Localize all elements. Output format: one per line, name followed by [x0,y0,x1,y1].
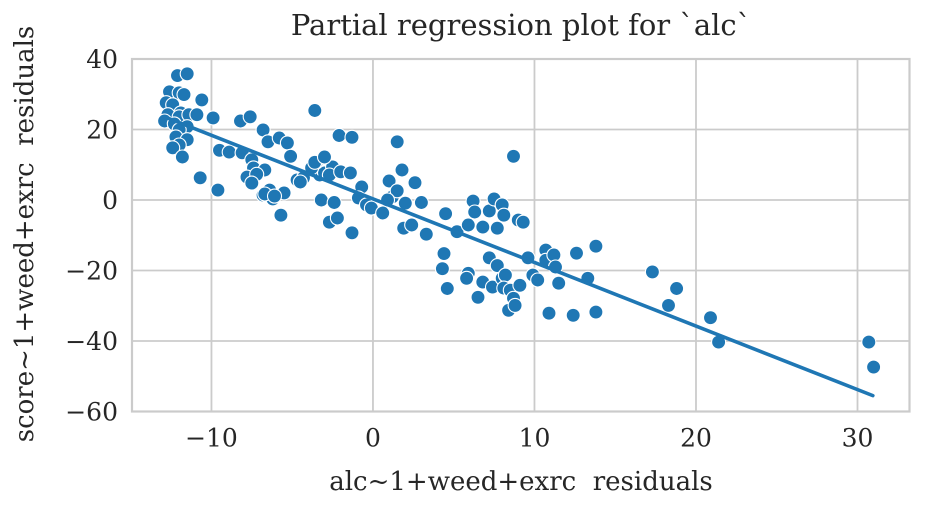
scatter-point [375,205,391,221]
x-axis-label: alc~1+weed+exrc residuals [329,467,713,497]
scatter-point [316,149,333,165]
scatter-point [551,275,567,291]
y-tick-label: 40 [86,45,118,74]
scatter-point [497,267,513,283]
scatter-point [861,334,877,350]
y-tick-label: −20 [65,257,118,286]
scatter-point [496,207,512,223]
scatter-point [505,148,522,164]
scatter-point [475,219,491,235]
scatter-point [470,289,486,305]
scatter-point [307,102,323,119]
scatter-point [588,238,604,254]
scatter-point [389,134,405,150]
scatter-point [568,245,585,261]
scatter-point [283,148,299,164]
scatter-point [565,307,581,323]
scatter-point [329,210,345,226]
scatter-point [194,92,210,108]
scatter-point [179,66,195,82]
scatter-point [292,174,308,190]
x-tick-label: 10 [519,424,551,453]
scatter-point [189,107,205,123]
scatter-point [515,214,531,230]
scatter-point [460,217,476,233]
scatter-point [176,87,192,103]
y-tick-label: 20 [86,116,118,145]
scatter-point [541,305,557,321]
scatter-point [644,264,660,280]
scatter-point [489,220,505,236]
x-tick-label: −10 [185,424,238,453]
x-tick-label: 20 [680,424,712,453]
scatter-point [342,165,358,181]
scatter-point [530,272,546,288]
scatter-point [313,192,329,208]
scatter-point [407,175,423,191]
scatter-point [344,225,360,241]
scatter-point [279,135,295,151]
scatter-point [244,175,260,191]
scatter-point [438,206,454,222]
scatter-point [436,246,452,262]
scatter-point [394,162,410,178]
scatter-point [205,110,221,126]
scatter-point [344,129,360,145]
scatter-point [192,170,208,186]
scatter-point [467,204,483,220]
x-tick-label: 0 [365,424,381,453]
scatter-point [669,280,685,297]
scatter-point [413,194,429,211]
scatter-point [866,359,882,375]
x-tick-label: 30 [842,424,874,453]
scatter-point [381,173,397,189]
scatter-point [459,270,475,286]
scatter-point [404,217,420,233]
scatter-point [434,261,450,277]
y-tick-label: −40 [65,327,118,356]
scatter-point [389,183,405,199]
scatter-point [588,304,604,320]
scatter-point [702,310,719,326]
scatter-point [507,297,523,313]
scatter-point [266,188,283,204]
scatter-point [174,149,190,165]
scatter-point [331,127,347,144]
scatter-point [210,182,226,198]
y-tick-label: 0 [102,186,118,215]
scatter-point [418,226,434,242]
scatter-point [242,109,258,125]
scatter-point [439,280,455,297]
y-tick-label: −60 [65,398,118,427]
scatter-point [512,277,528,293]
scatter-point [221,144,237,160]
scatter-point [660,297,677,313]
plot-border [130,57,911,413]
chart-title: Partial regression plot for `alc` [290,8,752,42]
scatter-point [326,194,342,211]
regression-line [165,116,875,398]
scatter-point [273,207,289,223]
scatter-point [165,140,181,156]
